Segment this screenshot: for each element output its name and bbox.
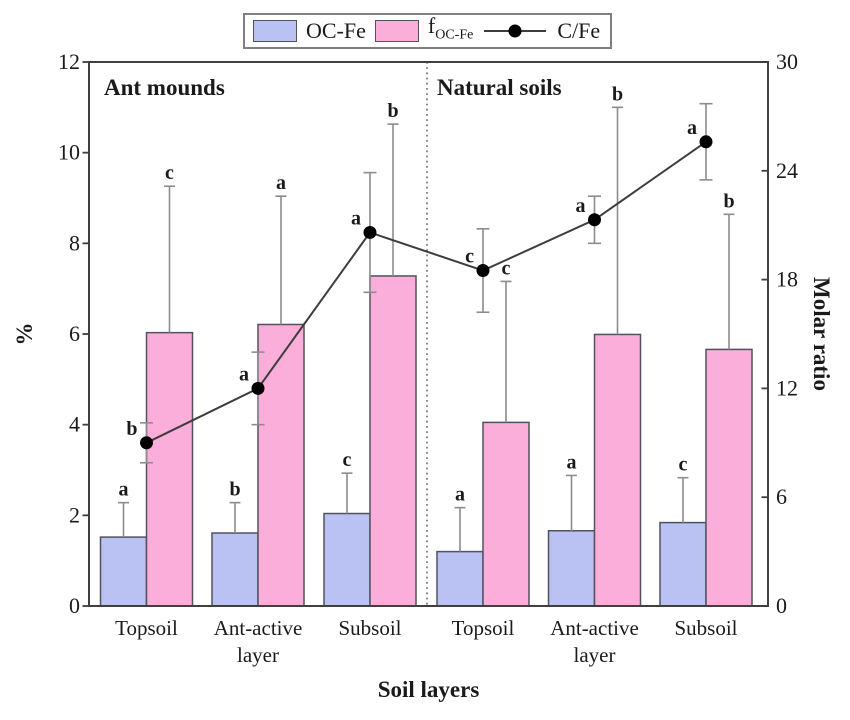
x-tick-label-4-line-0: Ant-active xyxy=(550,616,639,640)
right-axis-tick-label-1: 6 xyxy=(776,484,787,509)
c-fe-line xyxy=(146,140,707,444)
x-tick-label-5-line-0: Subsoil xyxy=(674,616,737,640)
left-axis-tick-label-5: 10 xyxy=(58,140,80,165)
left-axis-tick-label-6: 12 xyxy=(58,49,80,74)
legend: OC-Fe fOC-Fe C/Fe xyxy=(243,13,613,49)
sig-letter-bar-0-2: c xyxy=(343,449,352,471)
bar-f-oc-fe-4 xyxy=(593,333,642,607)
sig-letter-c-fe-4: a xyxy=(576,195,586,217)
left-axis-title: % xyxy=(12,323,37,346)
sig-letter-bar-0-4: a xyxy=(567,451,577,473)
left-axis-tick-label-1: 2 xyxy=(69,502,80,527)
legend-swatch-f-oc-fe xyxy=(374,20,419,42)
legend-label-oc-fe: OC-Fe xyxy=(306,18,366,43)
x-tick-label-2-line-0: Subsoil xyxy=(338,616,401,640)
legend-label-c-fe: C/Fe xyxy=(557,18,601,43)
right-axis-tick-label-2: 12 xyxy=(776,375,798,400)
sig-letter-c-fe-0: b xyxy=(126,418,137,440)
sig-letter-c-fe-1: a xyxy=(239,363,249,385)
c-fe-point-3 xyxy=(476,264,490,278)
sig-letter-bar-1-5: b xyxy=(723,190,734,212)
sig-letter-bar-1-1: a xyxy=(276,172,286,194)
sig-letter-bar-1-4: b xyxy=(612,83,623,105)
bar-oc-fe-3 xyxy=(436,550,484,607)
left-axis-tick-label-2: 4 xyxy=(69,412,80,437)
sig-letter-c-fe-3: c xyxy=(465,246,474,268)
x-tick-label-4-line-1: layer xyxy=(574,643,616,667)
bar-f-oc-fe-1 xyxy=(257,323,305,607)
right-axis-tick-label-5: 30 xyxy=(776,49,798,74)
sig-letter-bar-0-3: a xyxy=(455,484,465,506)
x-tick-label-0-line-0: Topsoil xyxy=(115,616,178,640)
left-axis-tick-label-0: 0 xyxy=(69,593,80,618)
c-fe-point-4 xyxy=(588,213,601,227)
sig-letter-bar-0-5: c xyxy=(679,454,688,476)
sig-letter-bar-0-1: b xyxy=(229,479,240,501)
left-axis-tick-label-3: 6 xyxy=(69,321,80,346)
legend-swatch-oc-fe xyxy=(253,20,297,42)
bar-f-oc-fe-3 xyxy=(482,421,530,607)
group-label-ant-mounds: Ant mounds xyxy=(104,75,225,100)
sig-letter-bar-1-0: c xyxy=(165,162,174,184)
sig-letter-bar-1-2: b xyxy=(387,100,398,122)
legend-f-subscript: OC-Fe xyxy=(435,27,474,43)
sig-letter-c-fe-2: a xyxy=(351,207,361,229)
bar-f-oc-fe-5 xyxy=(705,348,753,607)
bar-oc-fe-5 xyxy=(659,521,707,607)
sig-letter-c-fe-5: a xyxy=(687,117,697,139)
bar-oc-fe-2 xyxy=(323,512,371,607)
right-axis-title: Molar ratio xyxy=(809,277,834,391)
legend-f-prefix: f xyxy=(427,13,436,39)
bar-oc-fe-4 xyxy=(547,529,596,607)
left-axis-tick-label-4: 8 xyxy=(69,230,80,255)
c-fe-point-5 xyxy=(699,135,713,149)
x-tick-label-1-line-1: layer xyxy=(237,643,279,667)
bar-f-oc-fe-0 xyxy=(145,331,194,607)
x-tick-label-3-line-0: Topsoil xyxy=(452,616,515,640)
c-fe-line-marker-icon xyxy=(484,24,547,38)
bar-oc-fe-0 xyxy=(99,536,148,607)
c-fe-point-1 xyxy=(251,381,265,395)
sig-letter-bar-0-0: a xyxy=(119,479,129,501)
sig-letter-bar-1-3: c xyxy=(502,257,511,279)
right-axis-tick-label-0: 0 xyxy=(776,593,787,618)
group-label-natural-soils: Natural soils xyxy=(437,75,562,100)
right-axis-tick-label-4: 24 xyxy=(776,158,798,183)
right-axis-tick-label-3: 18 xyxy=(776,267,798,292)
legend-label-f-oc-fe: fOC-Fe xyxy=(428,13,473,48)
bar-oc-fe-1 xyxy=(211,532,259,607)
x-axis-title: Soil layers xyxy=(378,677,480,702)
c-fe-point-2 xyxy=(363,225,377,239)
bar-f-oc-fe-2 xyxy=(369,275,417,607)
c-fe-point-0 xyxy=(140,436,153,450)
x-tick-label-1-line-0: Ant-active xyxy=(214,616,303,640)
